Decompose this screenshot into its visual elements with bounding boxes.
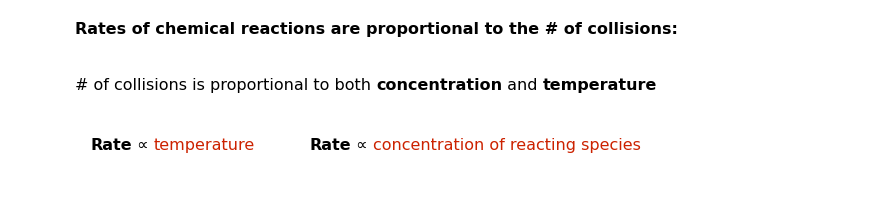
Text: Rates of chemical reactions are proportional to the # of collisions:: Rates of chemical reactions are proporti… <box>75 22 678 37</box>
Text: temperature: temperature <box>543 78 657 93</box>
Text: Rate: Rate <box>90 138 132 153</box>
Text: Rate: Rate <box>309 138 351 153</box>
Text: and: and <box>503 78 543 93</box>
Text: ∝: ∝ <box>351 138 372 153</box>
Text: # of collisions is proportional to both: # of collisions is proportional to both <box>75 78 376 93</box>
Text: concentration of reacting species: concentration of reacting species <box>372 138 641 153</box>
Text: ∝: ∝ <box>132 138 153 153</box>
Text: concentration: concentration <box>376 78 503 93</box>
Text: temperature: temperature <box>153 138 254 153</box>
